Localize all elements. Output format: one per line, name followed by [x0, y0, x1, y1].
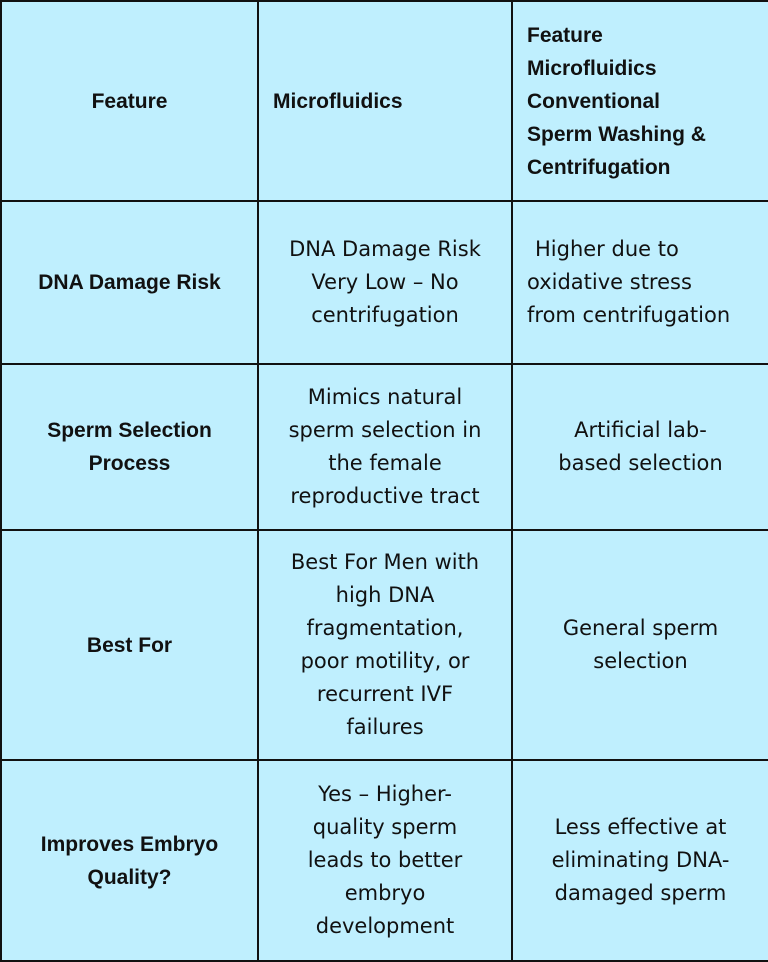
- table-row: Improves Embryo Quality? Yes – Higher- q…: [0, 759, 768, 962]
- cell-line: embryo: [344, 881, 426, 905]
- cell-microfluidics-selection: Mimics natural sperm selection in the fe…: [257, 363, 513, 531]
- cell-line: sperm selection in: [288, 418, 482, 442]
- row-label-dna-damage-risk: DNA Damage Risk: [0, 200, 259, 365]
- cell-line: Best For Men with: [290, 550, 480, 574]
- cell-line: fragmentation,: [306, 616, 464, 640]
- cell-line: development: [315, 914, 455, 938]
- cell-conventional-selection: Artificial lab- based selection: [511, 363, 768, 531]
- row-label-line: Quality?: [87, 865, 172, 889]
- row-label-line: Improves Embryo: [40, 832, 219, 856]
- cell-conventional-embryo: Less effective at eliminating DNA- damag…: [511, 759, 768, 962]
- cell-line: oxidative stress: [527, 270, 692, 294]
- cell-line: the female: [328, 451, 442, 475]
- header-conventional-line: Conventional: [527, 89, 661, 113]
- row-label-line: Sperm Selection: [47, 419, 212, 442]
- row-label-line: Process: [88, 452, 171, 475]
- header-conventional-line: Centrifugation: [527, 155, 671, 179]
- cell-line: quality sperm: [312, 815, 458, 839]
- cell-line: damaged sperm: [554, 881, 727, 905]
- table-row: Best For Best For Men with high DNA frag…: [0, 529, 768, 761]
- cell-line: centrifugation: [311, 303, 459, 327]
- header-conventional-line: Feature: [527, 23, 603, 47]
- cell-line: recurrent IVF: [316, 682, 454, 706]
- cell-microfluidics-dna: DNA Damage Risk Very Low – No centrifuga…: [257, 200, 513, 365]
- header-row: Feature Microfluidics Feature Microfluid…: [0, 0, 768, 202]
- header-microfluidics: Microfluidics: [257, 0, 513, 202]
- cell-line: Yes – Higher-: [318, 782, 452, 806]
- cell-line: Less effective at: [554, 815, 727, 839]
- cell-line: failures: [346, 715, 424, 739]
- cell-line: high DNA: [335, 583, 435, 607]
- cell-line: based selection: [558, 451, 723, 475]
- cell-microfluidics-best-for: Best For Men with high DNA fragmentation…: [257, 529, 513, 761]
- cell-line: poor motility, or: [300, 649, 470, 673]
- cell-microfluidics-embryo: Yes – Higher- quality sperm leads to bet…: [257, 759, 513, 962]
- cell-conventional-best-for: General sperm selection: [511, 529, 768, 761]
- cell-line: reproductive tract: [290, 484, 480, 508]
- header-conventional-line: Microfluidics: [527, 56, 657, 80]
- cell-line: Artificial lab-: [574, 418, 707, 442]
- cell-line: Mimics natural: [307, 385, 463, 409]
- row-label-embryo-quality: Improves Embryo Quality?: [0, 759, 259, 962]
- cell-line: Higher due to: [535, 237, 679, 261]
- table-row: DNA Damage Risk DNA Damage Risk Very Low…: [0, 200, 768, 365]
- table-row: Sperm Selection Process Mimics natural s…: [0, 363, 768, 531]
- header-conventional-line: Sperm Washing &: [527, 122, 706, 146]
- cell-conventional-dna: Higher due to oxidative stress from cent…: [511, 200, 768, 365]
- header-conventional: Feature Microfluidics Conventional Sperm…: [511, 0, 768, 202]
- row-label-sperm-selection: Sperm Selection Process: [0, 363, 259, 531]
- cell-line: selection: [593, 649, 688, 673]
- row-label-best-for: Best For: [0, 529, 259, 761]
- cell-line: leads to better: [307, 848, 463, 872]
- cell-line: DNA Damage Risk: [289, 237, 481, 261]
- cell-line: Very Low – No: [311, 270, 459, 294]
- cell-line: from centrifugation: [527, 303, 731, 327]
- cell-line: eliminating DNA-: [551, 848, 730, 872]
- cell-line: General sperm: [562, 616, 719, 640]
- header-feature: Feature: [0, 0, 259, 202]
